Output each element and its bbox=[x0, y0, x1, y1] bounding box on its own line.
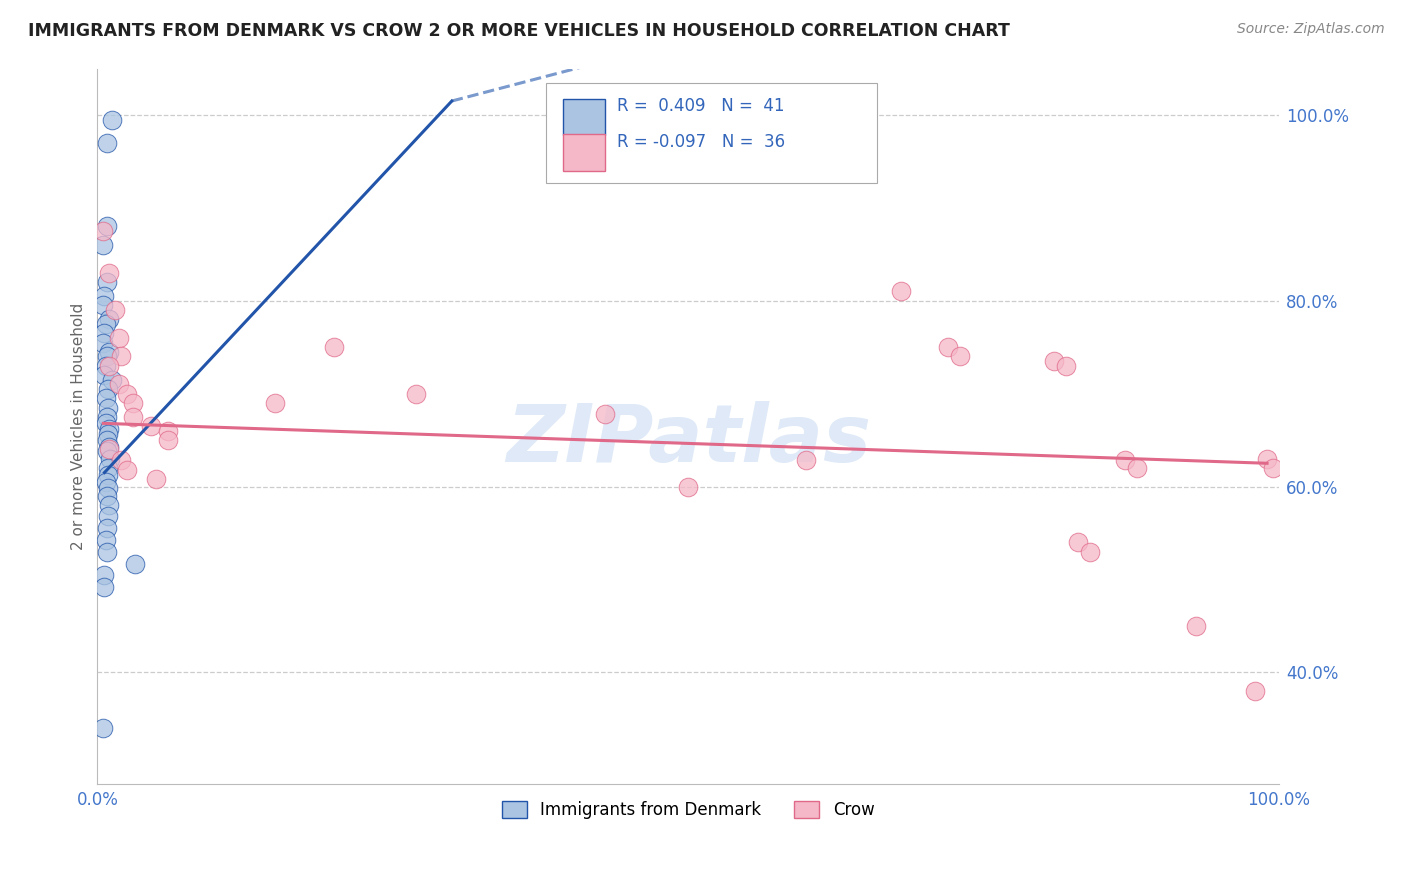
Point bbox=[100, 373, 122, 387]
Point bbox=[949, 350, 972, 364]
Point bbox=[97, 427, 120, 442]
Point bbox=[96, 544, 118, 558]
Point bbox=[98, 359, 121, 373]
Point bbox=[1185, 619, 1208, 633]
Point bbox=[145, 472, 167, 486]
Point bbox=[96, 521, 118, 535]
Point bbox=[1078, 544, 1101, 558]
Point bbox=[94, 533, 117, 548]
Point bbox=[936, 340, 959, 354]
Point bbox=[1126, 461, 1149, 475]
Point bbox=[94, 391, 117, 405]
Point bbox=[93, 326, 115, 341]
Point bbox=[93, 567, 115, 582]
Point bbox=[107, 377, 129, 392]
Point bbox=[115, 386, 138, 401]
Point bbox=[93, 289, 115, 303]
FancyBboxPatch shape bbox=[562, 98, 606, 135]
Point bbox=[890, 285, 912, 299]
Point bbox=[91, 238, 114, 252]
Point bbox=[98, 440, 121, 454]
Y-axis label: 2 or more Vehicles in Household: 2 or more Vehicles in Household bbox=[72, 302, 86, 549]
Point bbox=[96, 444, 118, 458]
Point bbox=[93, 368, 115, 382]
Point bbox=[676, 479, 699, 493]
Point bbox=[110, 453, 132, 467]
FancyBboxPatch shape bbox=[562, 135, 606, 170]
Point bbox=[97, 481, 120, 495]
Point bbox=[124, 557, 146, 571]
Legend: Immigrants from Denmark, Crow: Immigrants from Denmark, Crow bbox=[495, 794, 882, 825]
Point bbox=[1043, 354, 1066, 368]
Point bbox=[98, 498, 121, 512]
Point bbox=[121, 396, 143, 410]
Point bbox=[97, 401, 120, 415]
Point bbox=[1054, 359, 1077, 373]
Point bbox=[97, 461, 120, 475]
Point bbox=[93, 580, 115, 594]
Point bbox=[100, 112, 122, 127]
Point bbox=[94, 417, 117, 431]
Point bbox=[94, 359, 117, 373]
Point bbox=[157, 424, 180, 438]
Point bbox=[263, 396, 285, 410]
Point bbox=[91, 335, 114, 350]
Point bbox=[1067, 535, 1090, 549]
Point bbox=[107, 331, 129, 345]
Point bbox=[91, 298, 114, 312]
Point bbox=[115, 463, 138, 477]
Text: R =  0.409   N =  41: R = 0.409 N = 41 bbox=[617, 97, 785, 115]
Text: IMMIGRANTS FROM DENMARK VS CROW 2 OR MORE VEHICLES IN HOUSEHOLD CORRELATION CHAR: IMMIGRANTS FROM DENMARK VS CROW 2 OR MOR… bbox=[28, 22, 1010, 40]
Point bbox=[98, 312, 121, 326]
Point bbox=[104, 303, 127, 318]
Point bbox=[96, 219, 118, 234]
Point bbox=[96, 409, 118, 424]
Point bbox=[97, 468, 120, 483]
Point bbox=[139, 419, 162, 434]
Point bbox=[96, 489, 118, 503]
Point bbox=[94, 475, 117, 489]
Point bbox=[1244, 683, 1267, 698]
Point bbox=[98, 344, 121, 359]
Point bbox=[157, 433, 180, 447]
Point bbox=[322, 340, 344, 354]
Point bbox=[98, 451, 121, 466]
Point bbox=[98, 442, 121, 457]
Point bbox=[1114, 453, 1136, 467]
Point bbox=[94, 317, 117, 331]
Text: Source: ZipAtlas.com: Source: ZipAtlas.com bbox=[1237, 22, 1385, 37]
Point bbox=[91, 721, 114, 735]
Point bbox=[121, 409, 143, 424]
Point bbox=[91, 224, 114, 238]
Point bbox=[1261, 461, 1284, 475]
Point bbox=[97, 382, 120, 396]
Point bbox=[96, 275, 118, 289]
Text: R = -0.097   N =  36: R = -0.097 N = 36 bbox=[617, 133, 786, 151]
Point bbox=[96, 136, 118, 150]
Point bbox=[98, 422, 121, 436]
Point bbox=[405, 386, 427, 401]
Point bbox=[96, 350, 118, 364]
Point bbox=[1256, 451, 1278, 466]
FancyBboxPatch shape bbox=[547, 83, 877, 183]
Point bbox=[96, 433, 118, 447]
Point bbox=[110, 350, 132, 364]
Point bbox=[97, 509, 120, 524]
Point bbox=[595, 407, 617, 421]
Text: ZIPatlas: ZIPatlas bbox=[506, 401, 870, 479]
Point bbox=[794, 453, 817, 467]
Point bbox=[98, 266, 121, 280]
